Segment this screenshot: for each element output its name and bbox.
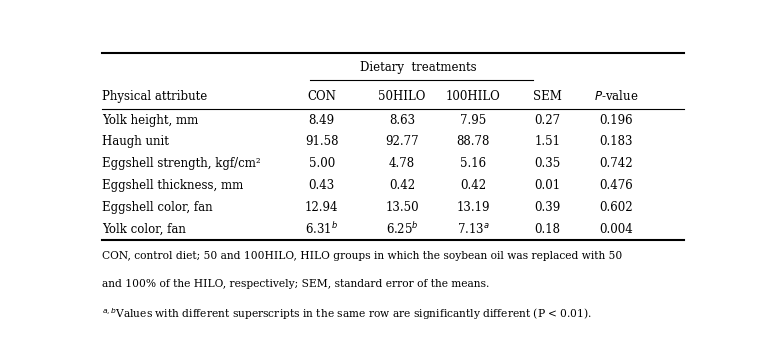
Text: Yolk color, fan: Yolk color, fan — [102, 223, 186, 236]
Text: 4.78: 4.78 — [389, 157, 415, 170]
Text: 0.01: 0.01 — [535, 179, 561, 192]
Text: 50HILO: 50HILO — [378, 90, 426, 102]
Text: 0.476: 0.476 — [599, 179, 633, 192]
Text: 91.58: 91.58 — [305, 135, 338, 148]
Text: CON, control diet; 50 and 100HILO, HILO groups in which the soybean oil was repl: CON, control diet; 50 and 100HILO, HILO … — [102, 251, 622, 261]
Text: 1.51: 1.51 — [535, 135, 561, 148]
Text: 13.19: 13.19 — [456, 201, 490, 214]
Text: 100HILO: 100HILO — [446, 90, 501, 102]
Text: 5.00: 5.00 — [308, 157, 335, 170]
Text: 7.95: 7.95 — [460, 113, 486, 126]
Text: 0.27: 0.27 — [535, 113, 561, 126]
Text: 0.602: 0.602 — [599, 201, 633, 214]
Text: Yolk height, mm: Yolk height, mm — [102, 113, 198, 126]
Text: Eggshell strength, kgf/cm²: Eggshell strength, kgf/cm² — [102, 157, 261, 170]
Text: 8.49: 8.49 — [308, 113, 335, 126]
Text: 5.16: 5.16 — [460, 157, 486, 170]
Text: CON: CON — [308, 90, 336, 102]
Text: 12.94: 12.94 — [305, 201, 338, 214]
Text: 0.196: 0.196 — [599, 113, 633, 126]
Text: 6.25$^{b}$: 6.25$^{b}$ — [386, 221, 418, 237]
Text: 92.77: 92.77 — [385, 135, 419, 148]
Text: 88.78: 88.78 — [456, 135, 490, 148]
Text: 8.63: 8.63 — [389, 113, 415, 126]
Text: 0.35: 0.35 — [535, 157, 561, 170]
Text: Dietary  treatments: Dietary treatments — [360, 61, 476, 74]
Text: 0.42: 0.42 — [460, 179, 486, 192]
Text: Eggshell color, fan: Eggshell color, fan — [102, 201, 212, 214]
Text: Haugh unit: Haugh unit — [102, 135, 169, 148]
Text: $^{a,b}$Values with different superscripts in the same row are significantly dif: $^{a,b}$Values with different superscrip… — [102, 306, 592, 322]
Text: and 100% of the HILO, respectively; SEM, standard error of the means.: and 100% of the HILO, respectively; SEM,… — [102, 279, 489, 289]
Text: 0.42: 0.42 — [389, 179, 415, 192]
Text: 0.43: 0.43 — [308, 179, 335, 192]
Text: $\it{P}$-value: $\it{P}$-value — [594, 89, 638, 103]
Text: SEM: SEM — [533, 90, 562, 102]
Text: 0.39: 0.39 — [535, 201, 561, 214]
Text: 13.50: 13.50 — [385, 201, 419, 214]
Text: Eggshell thickness, mm: Eggshell thickness, mm — [102, 179, 243, 192]
Text: 0.18: 0.18 — [535, 223, 561, 236]
Text: 0.183: 0.183 — [599, 135, 633, 148]
Text: 0.004: 0.004 — [599, 223, 633, 236]
Text: 6.31$^{b}$: 6.31$^{b}$ — [305, 221, 338, 237]
Text: 7.13$^{a}$: 7.13$^{a}$ — [457, 222, 490, 236]
Text: Physical attribute: Physical attribute — [102, 90, 207, 102]
Text: 0.742: 0.742 — [599, 157, 633, 170]
